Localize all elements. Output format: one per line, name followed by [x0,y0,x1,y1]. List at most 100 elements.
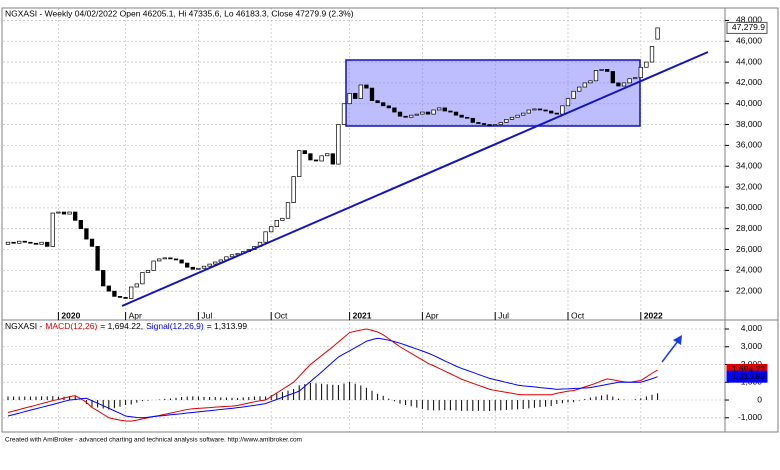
range-box [345,59,641,127]
candle-body [313,159,319,162]
candle-body [605,69,610,72]
candle-body [84,228,89,240]
candle-body [319,155,324,162]
y-tick-label: 3,000 [741,341,763,351]
candle-body [459,114,464,118]
y-tick-label: 46,000 [736,35,762,45]
candle-body [45,241,50,247]
candle-body [504,118,509,123]
candle-body [610,71,615,84]
last-value-tag [726,21,768,34]
candle-body [448,110,453,113]
candle-body [386,105,391,109]
candle-body [532,108,537,111]
candle-body [565,98,571,107]
candle-body [515,114,520,118]
last-value-label: 47,279.9 [732,22,765,32]
candle-body [353,92,358,99]
candle-body [263,231,268,243]
candle-body [173,258,179,261]
y-tick-label: -1,000 [738,412,762,422]
candle-body [285,202,291,219]
candle-body [123,297,128,299]
y-tick-label: 44,000 [736,56,762,66]
candle-body [420,111,425,115]
series-line [7,337,658,419]
y-tick-label: 32,000 [736,181,762,191]
candle-body [73,211,78,221]
candle-body [50,212,55,247]
candle-body [409,114,414,118]
candle-body [369,87,375,101]
candle-body [621,82,627,87]
candle-body [291,176,296,204]
candle-body [95,246,100,271]
candle-body [392,107,397,113]
y-tick-label: 34,000 [736,160,762,170]
candle-body [28,241,33,244]
x-tick-label: Apr [129,310,142,320]
candle-body [560,105,565,115]
candle-body [616,82,621,87]
candle-body [403,115,408,118]
candle-body [78,220,83,230]
candle-body [571,90,576,99]
candle-body [425,111,431,115]
x-tick-label: Oct [571,310,585,320]
candle-body [89,238,95,247]
y-tick-label: 28,000 [736,223,762,233]
candle-body [151,260,156,271]
candle-body [375,100,380,104]
legend-value: = 1,694.22, [100,321,143,331]
candle-body [134,283,139,288]
candle-body [627,78,632,84]
candle-body [157,258,162,262]
candle-body [280,217,285,221]
legend-entry: Signal(12,26,9) [146,321,204,331]
candle-body [498,122,503,125]
candle-body [493,124,498,126]
candle-body [330,153,335,165]
candle-body [274,220,279,227]
x-tick-label: Jul [498,310,509,320]
footer: Created with AmiBroker - advanced charti… [5,437,302,444]
y-tick-label: 26,000 [736,244,762,254]
candle-body [106,285,111,292]
candle-body [537,108,543,111]
candle-body [67,211,72,215]
mark-layer [5,27,660,422]
candle-body [61,211,67,215]
candle-body [56,211,61,214]
y-tick-label: 36,000 [736,140,762,150]
candle-body [325,153,330,157]
candle-body [655,27,660,40]
candle-body [33,242,39,245]
candle-body [11,241,16,244]
candle-body [201,265,207,269]
trend-line [121,51,709,307]
x-tick-label: 2021 [353,310,372,320]
candle-body [185,262,190,268]
candle-body [593,70,599,82]
candle-body [554,112,559,115]
y-tick-label: 30,000 [736,202,762,212]
y-tick-label: 38,000 [736,119,762,129]
candle-body [336,124,341,165]
candle-body [487,124,492,126]
axis-layer: 2020 Apr Jul Oct 2021 Apr Jul Oct 2022 22,000 24,0… [57,15,768,422]
candle-body [358,84,363,99]
y-tick-label: 4,000 [741,323,763,333]
candle-body [649,46,655,63]
candle-body [179,259,184,264]
candle-body [39,241,44,245]
candle-body [577,86,582,92]
candle-body [213,261,218,265]
candle-body [341,103,347,125]
candle-body [112,290,117,297]
price-title: NGXASI - Weekly 04/02/2022 Open 46205.1,… [5,8,354,18]
candle-body [476,122,481,124]
last-value-label: 1,694.22 [732,364,765,374]
macd-panel [1,319,779,433]
candle-body [302,150,307,155]
